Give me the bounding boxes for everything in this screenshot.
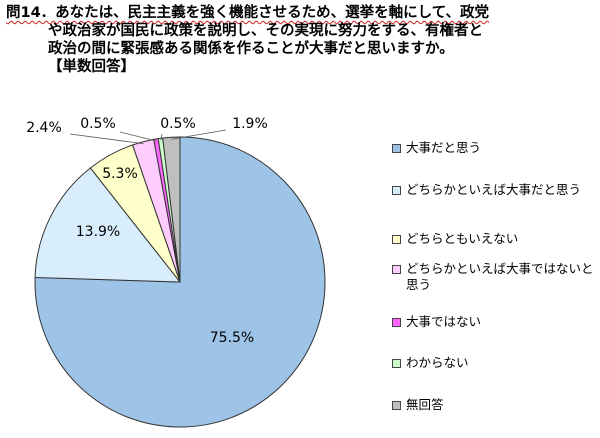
legend-item-6: わからない — [392, 355, 598, 371]
legend-swatch — [392, 186, 401, 195]
legend-item-7: 無回答 — [392, 397, 598, 413]
title-line-2: や政治家が国民に政策を説明し、その実現に努力をする、有権者と — [48, 23, 483, 39]
legend-swatch — [392, 359, 401, 368]
pie-slice-7 — [162, 136, 181, 283]
title-line-3: 政治の間に緊張感ある関係を作ることが大事だと思いますか。 — [48, 41, 454, 57]
leader-line-4 — [69, 133, 144, 145]
leader-line-7 — [171, 129, 227, 140]
pie-slices — [34, 136, 326, 428]
legend-item-2: どちらかといえば大事だと思う — [392, 182, 598, 198]
data-label-7: 1.9% — [232, 116, 268, 132]
title-line-1: 問14．あなたは、民主主義を強く機能させるため、選挙を軸にして、政党 — [6, 5, 490, 21]
data-label-1: 75.5% — [210, 330, 254, 346]
title-note: 【単数回答】 — [48, 59, 135, 75]
pie-slice-2 — [34, 167, 182, 283]
legend-label: どちらかといえば大事だと思う — [406, 182, 582, 197]
data-label-5: 0.5% — [80, 116, 116, 132]
legend-swatch — [392, 265, 401, 274]
legend-label: わからない — [406, 355, 469, 370]
data-label-2: 13.9% — [76, 224, 120, 240]
legend-swatch — [392, 401, 401, 410]
legend-label: どちらともいえない — [406, 231, 519, 246]
data-label-6: 0.5% — [160, 116, 196, 132]
legend-label: 大事ではない — [406, 314, 482, 329]
pie-data-labels: 75.5% 13.9% 5.3% 2.4% 0.5% 0.5% 1.9% — [26, 116, 268, 346]
legend-item-4: どちらかといえば大事ではないと思う — [392, 261, 598, 293]
data-label-4: 2.4% — [26, 120, 62, 136]
legend-label: 大事だと思う — [406, 140, 482, 155]
leader-line-6 — [160, 133, 163, 141]
legend-label: 無回答 — [406, 397, 444, 412]
legend-item-1: 大事だと思う — [392, 140, 598, 156]
data-label-3: 5.3% — [102, 166, 138, 182]
legend-swatch — [392, 144, 401, 153]
legend-swatch — [392, 235, 401, 244]
leader-line-5 — [119, 131, 157, 142]
pie-leader-lines — [69, 129, 227, 145]
legend-label: どちらかといえば大事ではないと思う — [406, 261, 594, 292]
legend-swatch — [392, 318, 401, 327]
chart-title: 問14．あなたは、民主主義を強く機能させるため、選挙を軸にして、政党 や政治家が… — [6, 4, 596, 76]
legend-item-5: 大事ではない — [392, 314, 598, 330]
legend-item-3: どちらともいえない — [392, 231, 598, 247]
